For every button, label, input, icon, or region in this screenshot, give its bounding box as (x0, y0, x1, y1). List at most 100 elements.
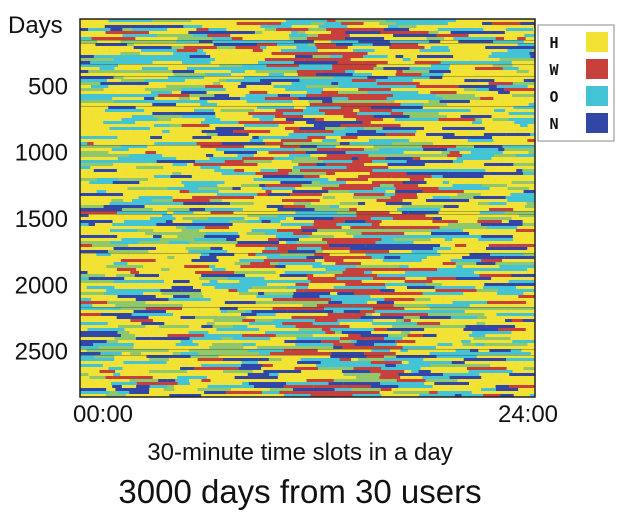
heatmap-cell (402, 58, 411, 61)
heatmap-cell (214, 322, 249, 325)
heatmap-cell (306, 85, 340, 88)
heatmap-cell (469, 382, 513, 385)
heatmap-cell (400, 376, 409, 379)
heatmap-cell (134, 145, 148, 148)
heatmap-cell (103, 166, 119, 169)
heatmap-cell (312, 55, 331, 58)
heatmap-cell (455, 124, 473, 127)
heatmap-cell (224, 301, 256, 304)
heatmap-cell (80, 133, 116, 136)
heatmap-cell (381, 238, 394, 241)
heatmap-cell (122, 367, 148, 370)
heatmap-cell (160, 289, 182, 292)
heatmap-cell (165, 106, 185, 109)
heatmap-cell (426, 304, 470, 307)
heatmap-cell (262, 139, 281, 142)
heatmap-cell (380, 382, 397, 385)
heatmap-cell (333, 310, 344, 313)
heatmap-cell (440, 61, 465, 64)
heatmap-cell (453, 82, 489, 85)
heatmap-cell (509, 373, 535, 376)
heatmap-cell (162, 154, 194, 157)
heatmap-cell (80, 91, 114, 94)
heatmap-cell (121, 91, 152, 94)
heatmap-cell (262, 55, 296, 58)
heatmap-cell (321, 328, 331, 331)
heatmap-cell (313, 385, 343, 388)
heatmap-cell (527, 145, 535, 148)
heatmap-cell (206, 322, 215, 325)
heatmap-cell (166, 250, 189, 253)
heatmap-cell (270, 211, 296, 214)
heatmap-cell (481, 259, 502, 262)
heatmap-cell (343, 310, 361, 313)
heatmap-cell (523, 292, 535, 295)
heatmap-cell (155, 262, 197, 265)
heatmap-cell (377, 274, 418, 277)
heatmap-cell (257, 346, 297, 349)
heatmap-cell (242, 334, 276, 337)
heatmap-cell (80, 271, 88, 274)
legend-swatch (586, 86, 608, 106)
heatmap-cell (513, 394, 530, 397)
heatmap-cell (317, 352, 332, 355)
heatmap-cell (260, 25, 292, 28)
heatmap-cell (489, 202, 507, 205)
heatmap-cell (431, 229, 463, 232)
heatmap-cell (450, 280, 482, 283)
heatmap-cell (510, 322, 535, 325)
heatmap-cell (80, 292, 104, 295)
heatmap-cell (100, 286, 115, 289)
heatmap-cell (263, 259, 289, 262)
heatmap-cell (80, 79, 107, 82)
heatmap-cell (330, 328, 374, 331)
heatmap-cell (89, 319, 131, 322)
heatmap-cell (273, 157, 295, 160)
heatmap-cell (392, 247, 433, 250)
heatmap-cell (450, 70, 491, 73)
heatmap-cell (208, 217, 245, 220)
heatmap-cell (516, 169, 523, 172)
heatmap-cell (339, 340, 351, 343)
heatmap-cell (532, 238, 535, 241)
heatmap-cell (424, 382, 435, 385)
heatmap-cell (189, 325, 202, 328)
heatmap-cell (120, 40, 133, 43)
heatmap-cell (205, 73, 232, 76)
heatmap-cell (395, 364, 431, 367)
heatmap-cell (315, 73, 353, 76)
heatmap-cell (221, 352, 243, 355)
heatmap-cell (467, 319, 506, 322)
heatmap-cell (135, 37, 178, 40)
heatmap-cell (234, 169, 245, 172)
heatmap-cell (424, 178, 469, 181)
heatmap-cell (282, 199, 320, 202)
heatmap-cell (319, 175, 359, 178)
heatmap-cell (475, 214, 519, 217)
heatmap-cell (234, 253, 249, 256)
heatmap-cell (405, 277, 427, 280)
heatmap-cell (220, 175, 227, 178)
heatmap-cell (408, 262, 443, 265)
heatmap-cell (390, 349, 401, 352)
heatmap-cell (384, 256, 401, 259)
heatmap-cell (80, 277, 89, 280)
heatmap-cell (232, 187, 241, 190)
heatmap-cell (209, 157, 243, 160)
heatmap-cell (271, 304, 303, 307)
heatmap-cell (469, 76, 508, 79)
heatmap-cell (314, 208, 350, 211)
heatmap-cell (153, 253, 162, 256)
heatmap-cell (477, 220, 502, 223)
heatmap-cell (152, 202, 174, 205)
heatmap-cell (486, 199, 508, 202)
heatmap-cell (348, 97, 387, 100)
heatmap-cell (431, 109, 464, 112)
heatmap-cell (264, 292, 294, 295)
heatmap-cell (470, 109, 495, 112)
heatmap-cell (167, 211, 174, 214)
heatmap-cell (118, 64, 136, 67)
heatmap-cell (91, 154, 130, 157)
heatmap-cell (372, 181, 403, 184)
heatmap-cell (392, 325, 428, 328)
